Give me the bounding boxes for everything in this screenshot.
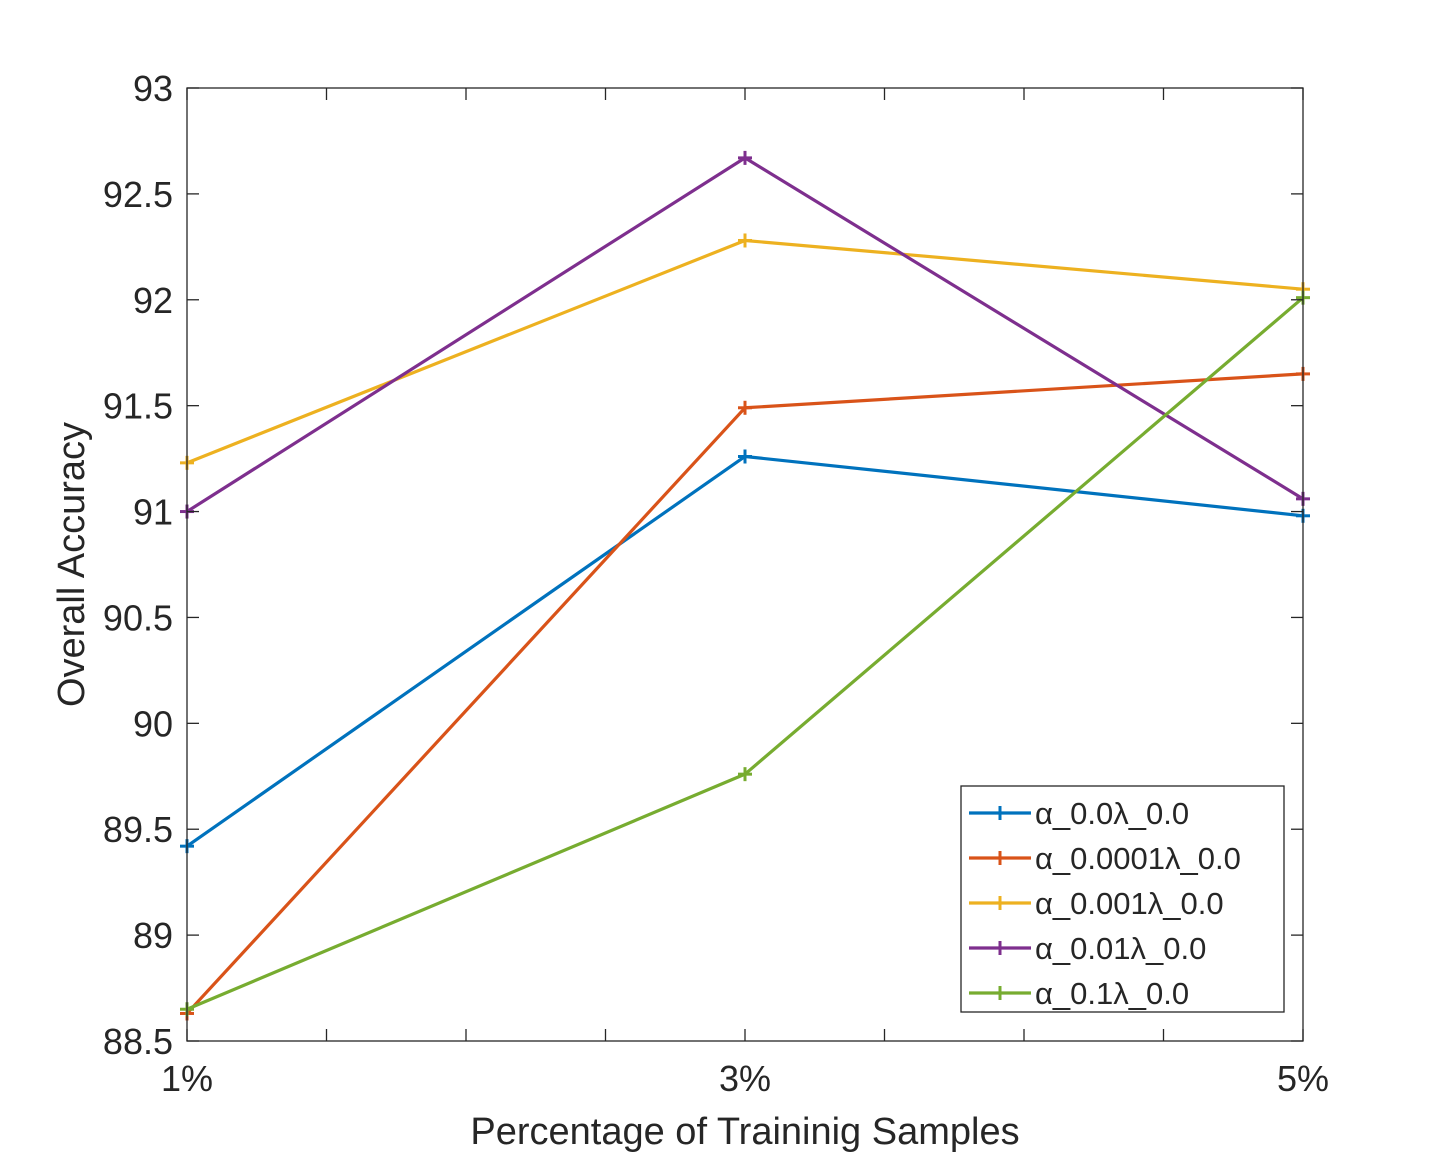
axes-layer: 1% 3% 5% 88.5 89 89.5 90 90.5 91 91.5 92 92.5 93 (103, 68, 1329, 1099)
data-point-4-1 (738, 767, 752, 782)
legend-label: α_0.0001λ_0.0 (1035, 841, 1241, 876)
y-tick-label: 90 (133, 703, 173, 744)
y-tick-label: 92.5 (103, 174, 173, 215)
x-axis-title: Percentage of Traininig Samples (470, 1111, 1019, 1153)
legend-label: α_0.0λ_0.0 (1035, 796, 1189, 831)
legend-item-0: α_0.0λ_0.0 (969, 796, 1189, 831)
legend-item-1: α_0.0001λ_0.0 (969, 841, 1241, 876)
legend-item-2: α_0.001λ_0.0 (969, 886, 1224, 921)
legend-item-3: α_0.01λ_0.0 (969, 931, 1206, 966)
data-point-1-1 (738, 400, 752, 415)
data-point-0-1 (738, 449, 752, 464)
data-point-2-1 (738, 233, 752, 248)
legend-label: α_0.1λ_0.0 (1035, 976, 1189, 1011)
y-tick-label: 91.5 (103, 386, 173, 427)
y-tick-label: 88.5 (103, 1021, 173, 1062)
y-tick-label: 93 (133, 68, 173, 109)
legend-item-4: α_0.1λ_0.0 (969, 976, 1189, 1011)
y-tick-label: 92 (133, 280, 173, 321)
legend: α_0.0λ_0.0 α_0.0001λ_0.0 α_0.001λ_0.0 α_0.0… (960, 785, 1285, 1013)
y-tick-label: 91 (133, 492, 173, 533)
y-tick-label: 90.5 (103, 597, 173, 638)
y-tick-label: 89 (133, 915, 173, 956)
legend-box (960, 785, 1285, 1013)
y-tick-label: 89.5 (103, 809, 173, 850)
legend-label: α_0.01λ_0.0 (1035, 931, 1206, 966)
y-axis-title: Overall Accuracy (51, 422, 93, 707)
x-tick-label: 3% (719, 1058, 771, 1099)
data-point-3-1 (738, 150, 752, 165)
legend-label: α_0.001λ_0.0 (1035, 886, 1224, 921)
x-tick-label: 1% (161, 1058, 213, 1099)
x-tick-label: 5% (1277, 1058, 1329, 1099)
